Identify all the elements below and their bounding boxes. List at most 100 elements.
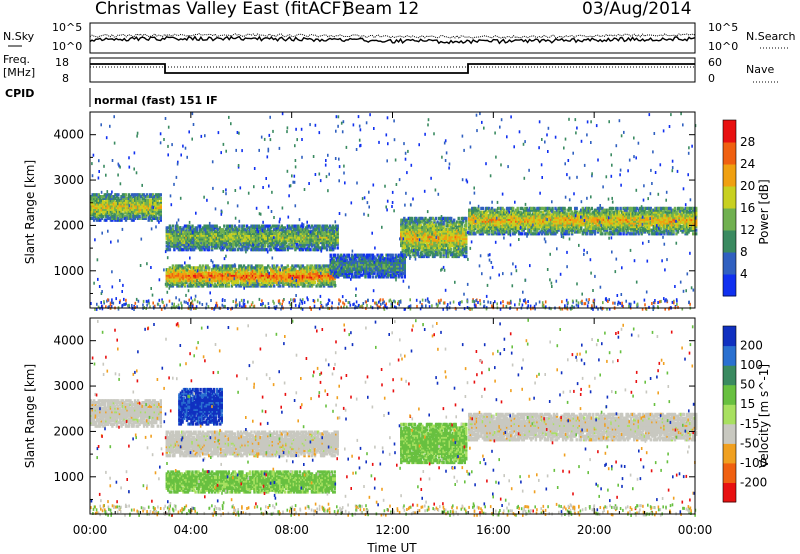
heatmap-cell: [220, 282, 223, 286]
heatmap-cell: [180, 269, 184, 274]
heatmap-cell: [215, 244, 218, 248]
heatmap-cell: [253, 242, 256, 246]
heatmap-cell: [223, 230, 226, 234]
heatmap-cell: [280, 244, 283, 248]
heatmap-cell: [188, 226, 191, 230]
heatmap-cell: [212, 226, 215, 230]
heatmap-cell: [152, 196, 155, 200]
heatmap-cell: [569, 206, 572, 210]
heatmap-cell: [105, 215, 108, 219]
heatmap-cell: [233, 273, 237, 277]
heatmap-cell: [232, 237, 235, 241]
heatmap-cell: [329, 228, 332, 232]
heatmap-cell: [294, 230, 297, 234]
heatmap-cell: [295, 240, 299, 245]
heatmap-cell: [244, 233, 247, 237]
heatmap-cell: [194, 282, 197, 286]
heatmap-cell: [315, 228, 318, 232]
heatmap-cell: [189, 226, 193, 230]
heatmap-cell: [171, 228, 175, 232]
heatmap-cell: [117, 211, 120, 215]
heatmap-cell: [96, 204, 99, 208]
heatmap-cell: [165, 233, 168, 237]
heatmap-cell: [211, 224, 214, 228]
heatmap-cell: [197, 282, 200, 286]
heatmap-cell: [276, 226, 279, 230]
heatmap-cell: [90, 202, 93, 206]
heatmap-cell: [111, 209, 114, 213]
heatmap-cell: [168, 231, 172, 235]
heatmap-cell: [118, 213, 122, 217]
heatmap-cell: [174, 273, 178, 277]
heatmap-cell: [200, 240, 203, 245]
heatmap-cell: [142, 209, 146, 213]
heatmap-cell: [208, 239, 211, 243]
heatmap-cell: [149, 195, 152, 199]
heatmap-cell: [138, 198, 141, 202]
heatmap-cell: [176, 235, 179, 239]
heatmap-cell: [135, 209, 138, 213]
heatmap-cell: [294, 240, 297, 245]
heatmap-cell: [93, 211, 96, 215]
date-title: 03/Aug/2014: [582, 0, 692, 19]
heatmap-cell: [233, 279, 237, 283]
heatmap-cell: [236, 248, 240, 252]
heatmap-cell: [324, 233, 327, 237]
heatmap-cell: [115, 216, 119, 220]
heatmap-cell: [99, 205, 102, 210]
heatmap-cell: [180, 231, 184, 235]
heatmap-cell: [239, 275, 243, 279]
heatmap-cell: [245, 268, 249, 272]
heatmap-cell: [298, 226, 302, 230]
heatmap-cell: [262, 230, 265, 234]
heatmap-cell: [124, 218, 128, 222]
heatmap-cell: [322, 226, 326, 230]
heatmap-cell: [108, 198, 111, 202]
heatmap-cell: [167, 268, 170, 272]
heatmap-cell: [102, 211, 105, 215]
heatmap-cell: [136, 196, 140, 200]
heatmap-cell: [335, 237, 338, 241]
heatmap-cell: [254, 248, 258, 252]
heatmap-cell: [247, 226, 250, 230]
heatmap-cell: [276, 233, 279, 237]
heatmap-cell: [174, 237, 178, 241]
heatmap-cell: [307, 239, 311, 243]
heatmap-cell: [155, 215, 158, 219]
heatmap-cell: [306, 230, 309, 234]
heatmap-cell: [167, 239, 170, 243]
heatmap-cell: [268, 240, 271, 245]
heatmap-cell: [152, 209, 155, 213]
heatmap-cell: [124, 205, 128, 210]
heatmap-cell: [322, 240, 326, 245]
heatmap-cell: [158, 196, 161, 200]
heatmap-cell: [192, 237, 196, 241]
heatmap-cell: [229, 248, 232, 252]
heatmap-cell: [111, 218, 114, 222]
heatmap-cell: [220, 231, 223, 235]
heatmap-cell: [238, 284, 241, 288]
heatmap-cell: [312, 237, 315, 241]
heatmap-cell: [159, 213, 162, 217]
heatmap-cell: [254, 239, 258, 243]
heatmap-cell: [106, 209, 109, 213]
heatmap-cell: [185, 271, 188, 275]
heatmap-cell: [232, 233, 235, 237]
heatmap-cell: [186, 271, 190, 275]
heatmap-cell: [268, 239, 271, 243]
heatmap-cell: [410, 216, 414, 220]
heatmap-cell: [230, 277, 234, 281]
heatmap-cell: [96, 193, 99, 197]
heatmap-cell: [115, 205, 119, 210]
heatmap-cell: [142, 204, 146, 208]
heatmap-cell: [324, 239, 327, 243]
heatmap-cell: [165, 230, 168, 234]
nave-label: Nave: [746, 63, 774, 76]
heatmap-cell: [239, 268, 243, 272]
heatmap-cell: [195, 275, 199, 279]
heatmap-cell: [198, 228, 202, 232]
heatmap-cell: [245, 235, 249, 239]
heatmap-cell: [111, 205, 114, 210]
heatmap-cell: [329, 248, 332, 252]
heatmap-cell: [179, 271, 182, 275]
